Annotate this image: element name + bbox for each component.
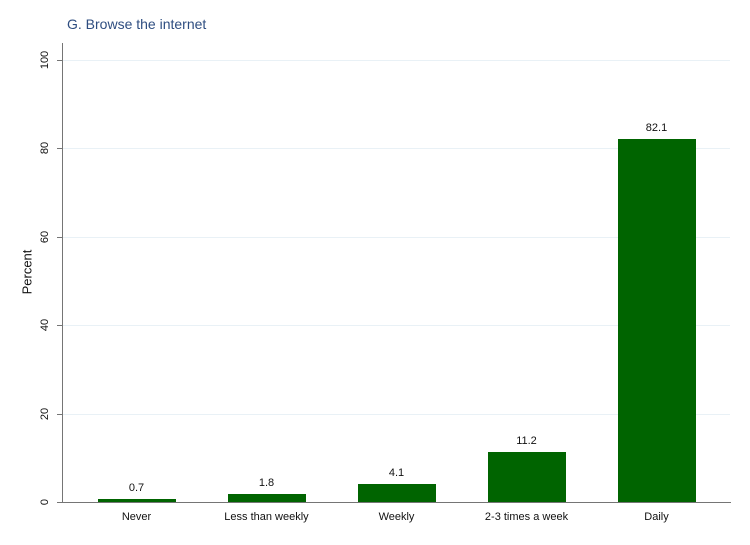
bar-value-label: 0.7 xyxy=(128,481,145,494)
x-category-label: Daily xyxy=(644,511,669,523)
bar xyxy=(97,498,176,502)
y-tick-label-text: 20 xyxy=(39,407,51,420)
bar-value-label: 82.1 xyxy=(645,122,668,135)
y-tick xyxy=(57,236,62,238)
bar-value-label: 4.1 xyxy=(388,466,405,479)
gridline xyxy=(63,413,730,415)
x-category-label: Less than weekly xyxy=(224,511,309,523)
y-tick xyxy=(57,148,62,150)
bar xyxy=(357,483,436,502)
y-tick-label-text: 0 xyxy=(39,498,51,506)
gridline xyxy=(63,148,730,150)
x-category-label: Never xyxy=(121,511,152,523)
x-axis-line xyxy=(62,502,731,503)
gridline xyxy=(63,325,730,327)
y-tick-label-text: 100 xyxy=(39,50,51,70)
y-tick-label-text: 40 xyxy=(39,319,51,332)
y-tick xyxy=(57,60,62,61)
bar-value-label: 1.8 xyxy=(258,477,275,490)
y-tick-label-text: 80 xyxy=(39,142,51,155)
bar xyxy=(617,139,696,502)
y-axis-title-text: Percent xyxy=(19,249,35,295)
y-tick xyxy=(57,325,62,327)
bar-value-label: 11.2 xyxy=(516,435,537,448)
chart-title: G. Browse the internet xyxy=(67,16,207,32)
bar xyxy=(487,452,566,502)
y-tick xyxy=(57,413,62,415)
y-axis-line xyxy=(62,43,63,502)
gridline xyxy=(63,60,730,61)
y-tick xyxy=(57,502,62,503)
y-tick-label-text: 60 xyxy=(39,230,51,243)
x-category-label: 2-3 times a week xyxy=(484,511,569,523)
bar xyxy=(227,494,306,502)
gridline xyxy=(63,236,730,238)
x-category-label: Weekly xyxy=(378,511,415,523)
